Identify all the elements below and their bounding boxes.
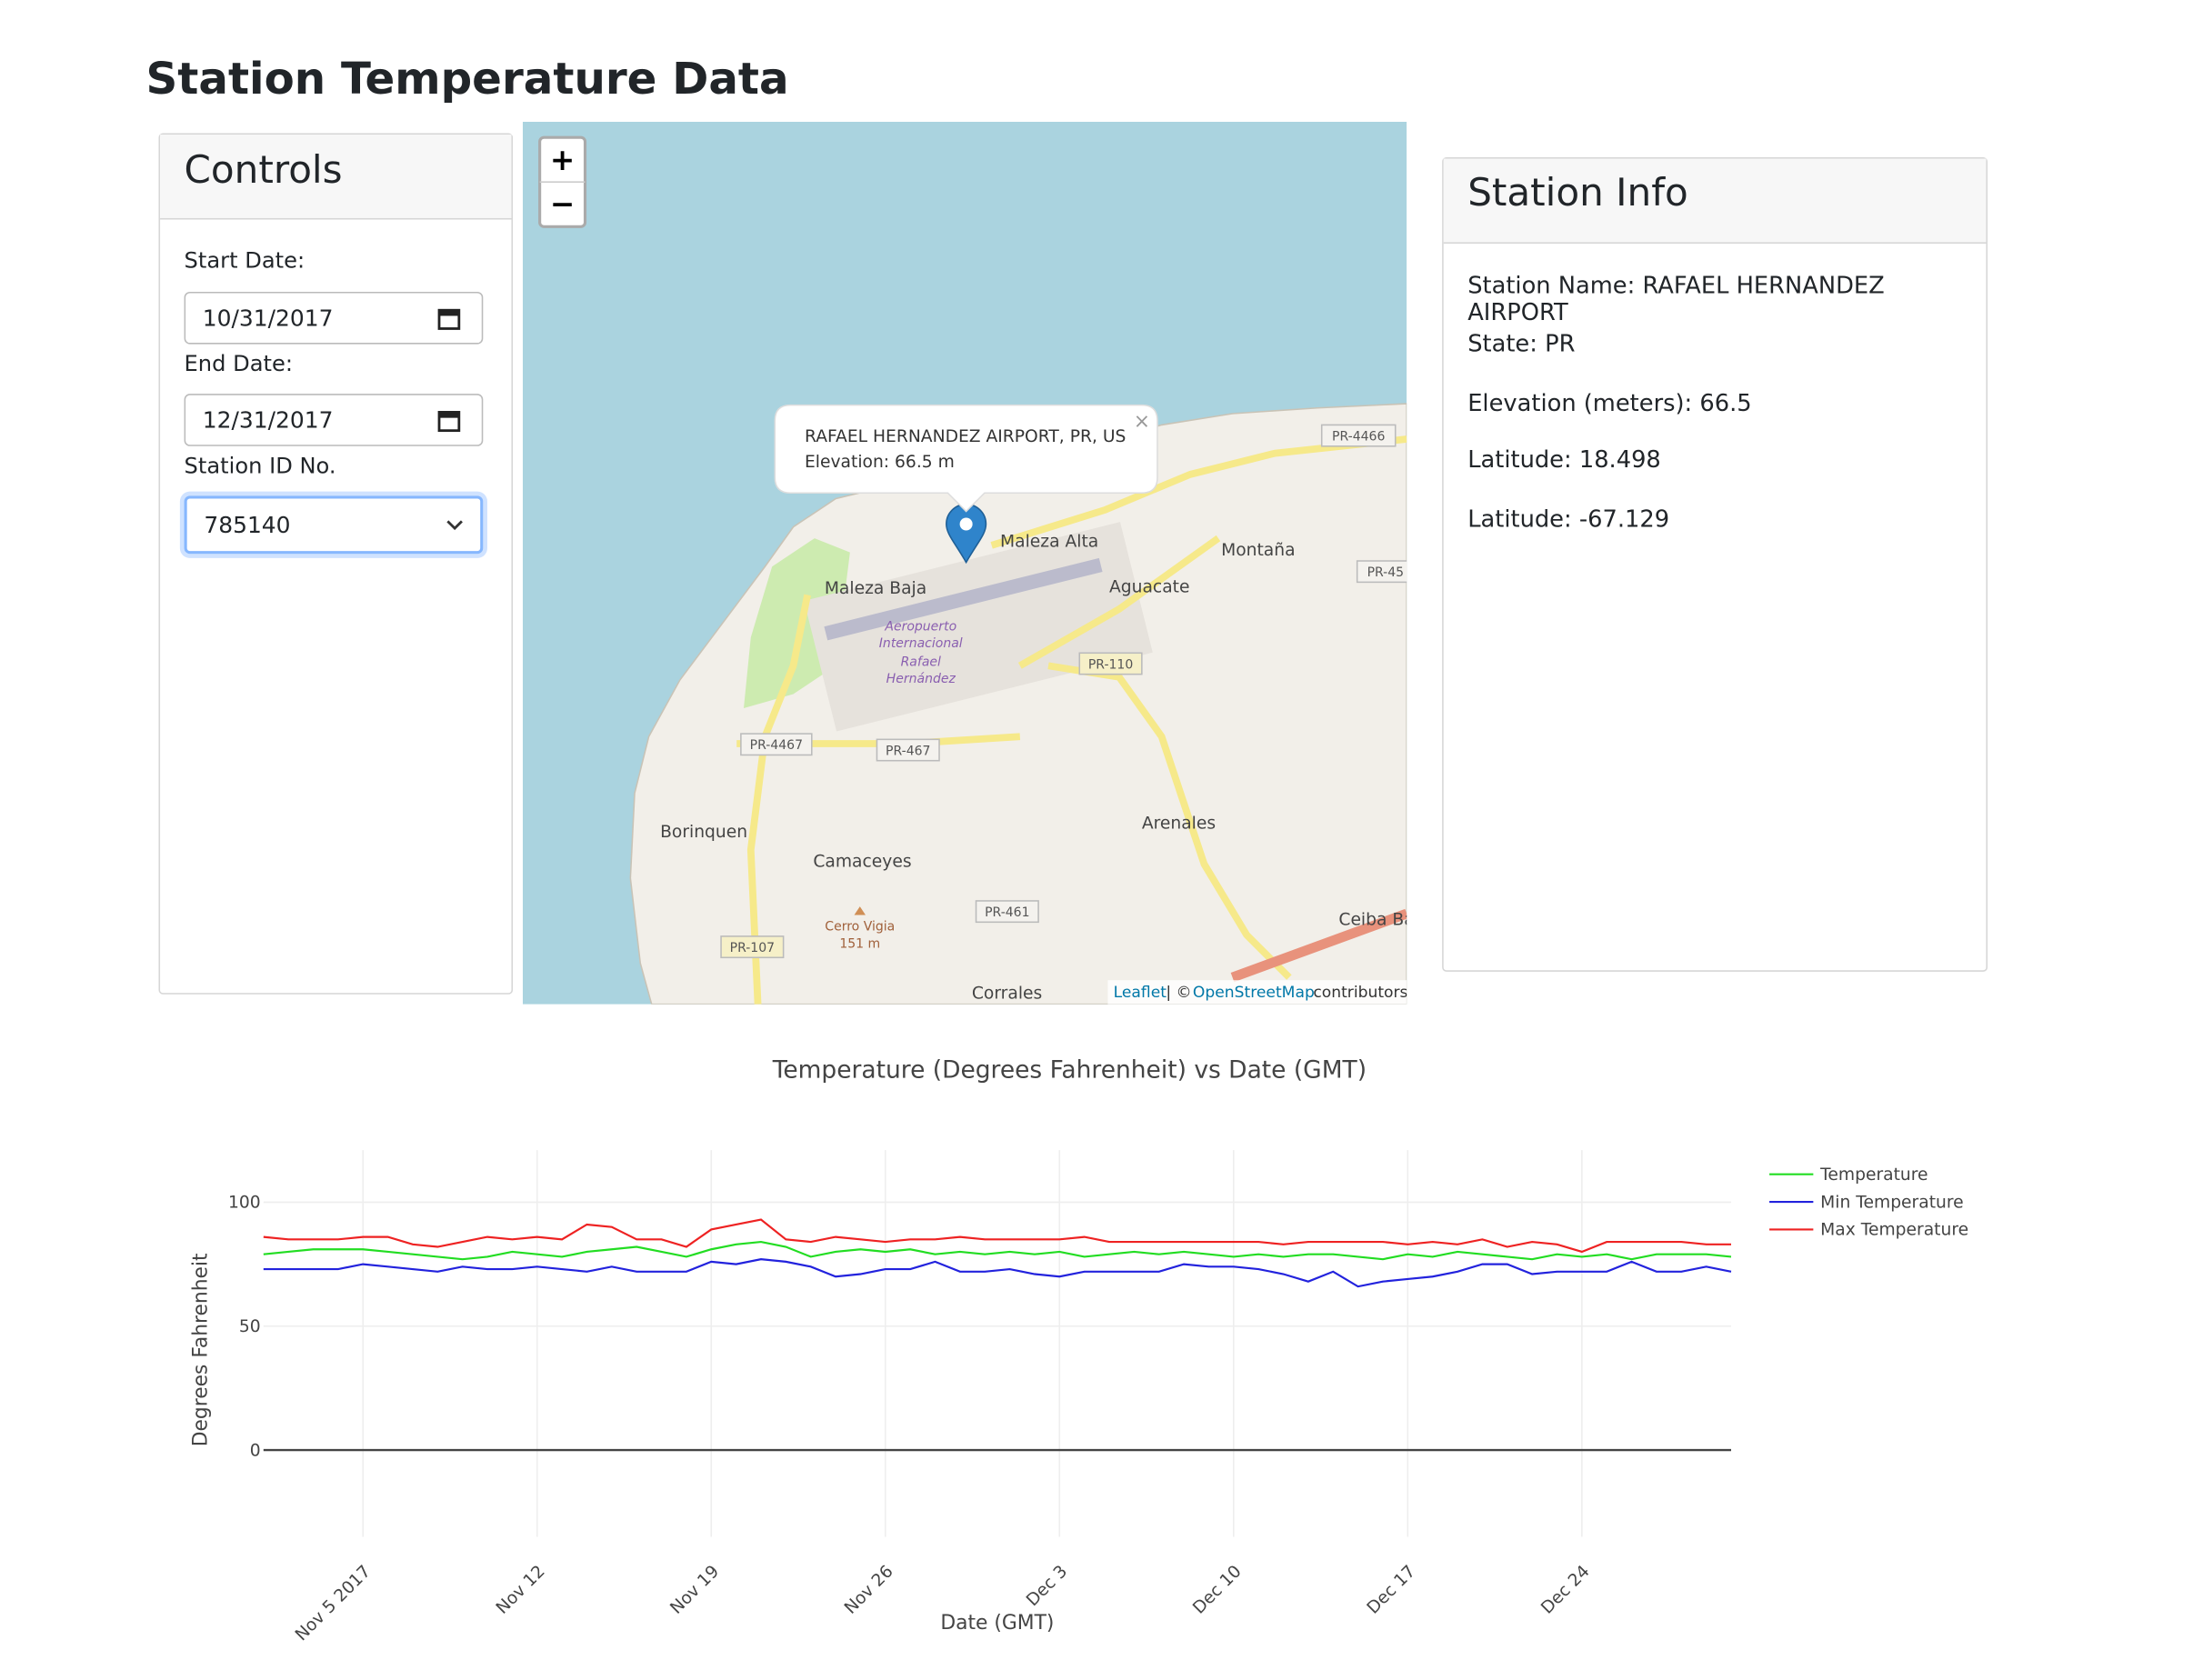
calendar-icon	[437, 308, 461, 330]
airport-label: Aeropuerto Internacional Rafael Hernánde…	[879, 619, 963, 686]
place-label: Camaceyes	[813, 853, 911, 872]
card-title: Controls	[184, 148, 343, 193]
info-line: Latitude: 18.498	[1467, 445, 1661, 474]
card-header: Station Info	[1443, 158, 1987, 244]
place-label: Corrales	[972, 984, 1042, 1003]
x-tick-label: Dec 10	[1189, 1562, 1245, 1617]
x-tick-label: Dec 24	[1537, 1562, 1593, 1617]
zoom-control: + −	[538, 135, 587, 228]
place-label: Ceiba Ba	[1338, 910, 1407, 929]
place-label: Maleza Baja	[825, 579, 926, 598]
calendar-icon	[437, 411, 461, 433]
y-tick-label: 0	[250, 1441, 261, 1460]
airport-label-line: Hernández	[886, 672, 956, 686]
date-input[interactable]: 10/31/2017	[184, 291, 484, 345]
road-label: PR-4466	[1332, 430, 1385, 445]
legend-label: Max Temperature	[1820, 1221, 1968, 1240]
attribution-link[interactable]: OpenStreetMap	[1193, 984, 1315, 1002]
place-label: Maleza Alta	[1000, 532, 1098, 551]
road-label: PR-110	[1088, 657, 1133, 672]
road-label: PR-45	[1367, 565, 1405, 580]
chart-title: Temperature (Degrees Fahrenheit) vs Date…	[772, 1056, 1367, 1085]
legend-label: Temperature	[1819, 1165, 1928, 1185]
select-value: 785140	[204, 511, 291, 539]
place-label: Arenales	[1142, 814, 1216, 833]
card-title: Station Info	[1467, 171, 1688, 215]
label: End Date:	[184, 351, 293, 377]
peak-icon	[854, 906, 866, 915]
series-line	[263, 1218, 1731, 1254]
chart: Temperature (Degrees Fahrenheit) vs Date…	[189, 1056, 1968, 1645]
x-tick-label: Nov 12	[493, 1562, 549, 1618]
road-shields: PR-4466 PR-110 PR-4467 PR-467 PR-461 PR-…	[720, 424, 1407, 959]
info-line: Latitude: -67.129	[1467, 505, 1670, 533]
popup-title: RAFAEL HERNANDEZ AIRPORT, PR, US	[805, 427, 1126, 446]
x-tick-label: Dec 3	[1023, 1562, 1071, 1610]
attribution: Leaflet | © OpenStreetMap contributors	[1114, 984, 1407, 1002]
place-label: Montaña	[1221, 541, 1295, 560]
airport-label-line: Rafael	[901, 655, 941, 669]
label: Start Date:	[184, 247, 305, 274]
zoom-out[interactable]: −	[550, 186, 575, 221]
station-select[interactable]: 785140	[184, 495, 484, 555]
airport-label-line: Internacional	[879, 636, 963, 651]
runway	[824, 557, 1103, 641]
x-tick-label: Nov 19	[666, 1562, 723, 1618]
road-label: PR-467	[886, 744, 930, 758]
map[interactable]: Maleza Alta Maleza Baja Aguacate Montaña…	[522, 121, 1407, 1005]
y-tick-label: 50	[239, 1317, 261, 1336]
popup: RAFAEL HERNANDEZ AIRPORT, PR, US Elevati…	[774, 404, 1158, 513]
place-label: Aguacate	[1109, 577, 1190, 596]
series-line	[263, 1258, 1732, 1288]
info-line: Station Name: RAFAEL HERNANDEZ AIRPORT	[1467, 272, 1885, 326]
popup-elevation: Elevation: 66.5 m	[805, 453, 955, 472]
x-tick-label: Nov 5 2017	[292, 1562, 375, 1645]
page-title: Station Temperature Data	[145, 54, 789, 105]
chevron	[446, 520, 463, 531]
zoom-in[interactable]: +	[550, 143, 575, 177]
label: Station ID No.	[184, 453, 336, 479]
card-header: Controls	[160, 135, 512, 220]
attribution-link[interactable]: Leaflet	[1114, 984, 1167, 1002]
controls-card: Controls Start Date: 10/31/2017 End Date…	[158, 133, 514, 995]
series-line	[263, 1240, 1732, 1261]
info-line: Elevation (meters): 66.5	[1467, 389, 1752, 417]
popup-close[interactable]: ×	[1134, 411, 1150, 434]
x-axis-label: Date (GMT)	[940, 1612, 1054, 1635]
attribution-text: | ©	[1166, 984, 1191, 1002]
peak-label: Cerro Vigia 151 m	[825, 906, 895, 951]
y-axis-label: Degrees Fahrenheit	[189, 1253, 212, 1446]
attribution-bg	[1107, 980, 1407, 1005]
y-tick-label: 100	[228, 1194, 261, 1213]
road-label: PR-4467	[750, 738, 803, 753]
marker-dot	[959, 517, 973, 531]
attribution-text: contributors	[1313, 984, 1407, 1002]
input-value: 10/31/2017	[202, 304, 334, 332]
roads	[736, 435, 1407, 1005]
x-tick-label: Dec 17	[1364, 1562, 1419, 1617]
x-tick-label: Nov 26	[841, 1562, 897, 1618]
airport-label-line: Aeropuerto	[884, 619, 956, 634]
place-labels: Maleza Alta Maleza Baja Aguacate Montaña…	[660, 532, 1407, 1003]
peak-label-line: 151 m	[839, 936, 880, 951]
place-label: Borinquen	[660, 823, 747, 842]
road-label: PR-107	[730, 941, 775, 955]
legend-label: Min Temperature	[1820, 1193, 1963, 1212]
road-label: PR-461	[985, 905, 1029, 920]
date-input[interactable]: 12/31/2017	[184, 394, 484, 446]
highway	[1230, 908, 1407, 983]
station-info-card: Station Info Station Name: RAFAEL HERNAN…	[1442, 156, 1988, 972]
peak-label-line: Cerro Vigia	[825, 920, 895, 935]
input-value: 12/31/2017	[202, 406, 334, 434]
info-line: State: PR	[1467, 330, 1576, 357]
